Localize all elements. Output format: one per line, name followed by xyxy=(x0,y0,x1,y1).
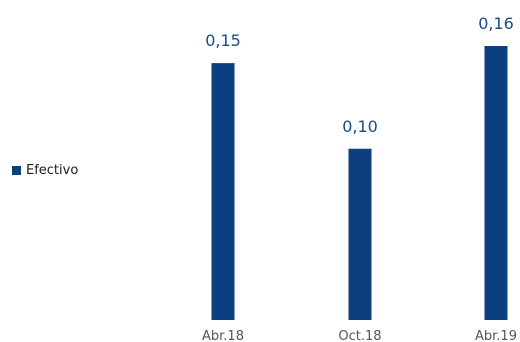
x-tick-label-abr-18: Abr.18 xyxy=(202,329,244,342)
x-tick-label-oct-18: Oct.18 xyxy=(338,329,381,342)
legend-swatch xyxy=(12,166,21,175)
x-tick-label-abr-19: Abr.19 xyxy=(475,329,517,342)
bar-oct-18 xyxy=(348,148,372,320)
value-label-oct-18: 0,10 xyxy=(342,117,378,136)
legend: Efectivo xyxy=(12,163,78,178)
value-label-abr-18: 0,15 xyxy=(205,31,241,50)
bar-abr-18 xyxy=(211,63,235,320)
value-label-abr-19: 0,16 xyxy=(478,14,514,33)
bar-abr-19 xyxy=(484,46,508,320)
legend-label-efectivo: Efectivo xyxy=(26,163,79,178)
